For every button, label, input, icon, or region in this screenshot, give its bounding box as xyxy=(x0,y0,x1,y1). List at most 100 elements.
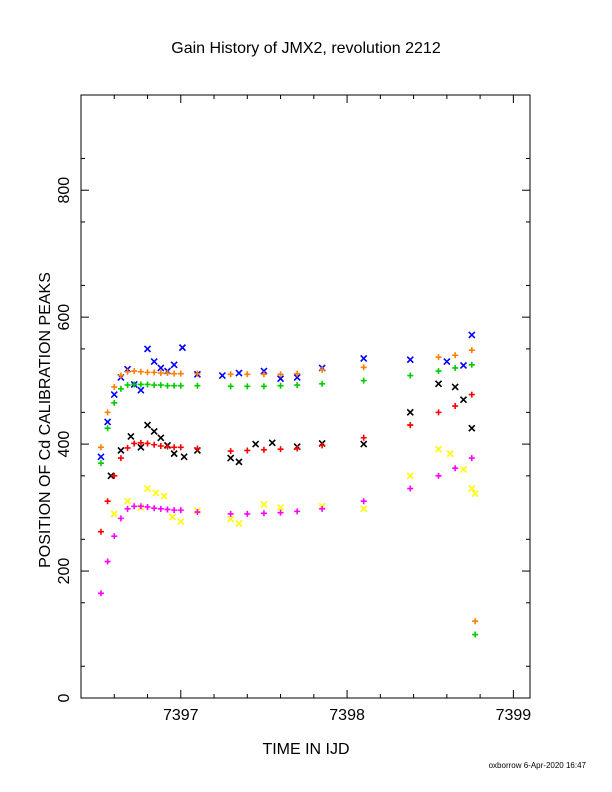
y-tick-label: 200 xyxy=(56,558,73,585)
data-point xyxy=(319,380,326,387)
data-point xyxy=(152,489,160,497)
data-point xyxy=(137,386,145,394)
data-point xyxy=(227,383,234,390)
data-point xyxy=(244,447,251,454)
data-point xyxy=(260,367,268,375)
data-point xyxy=(164,443,171,450)
data-point xyxy=(434,445,443,453)
data-point xyxy=(468,361,475,368)
data-point xyxy=(170,361,178,369)
data-point xyxy=(268,439,276,447)
data-point xyxy=(360,505,368,513)
data-point xyxy=(97,453,105,461)
data-point xyxy=(150,427,158,435)
data-point xyxy=(194,445,201,452)
data-point xyxy=(244,383,251,390)
data-point xyxy=(171,444,178,451)
data-point xyxy=(468,391,475,398)
data-point xyxy=(435,472,442,479)
data-point xyxy=(227,371,234,378)
data-point xyxy=(111,533,118,540)
data-point xyxy=(104,418,112,426)
data-point xyxy=(137,503,144,510)
data-point xyxy=(446,450,454,458)
data-point xyxy=(451,383,459,391)
data-point xyxy=(319,366,326,373)
data-point xyxy=(123,497,132,505)
data-point xyxy=(434,380,443,388)
data-point xyxy=(407,422,414,429)
data-point xyxy=(260,510,267,517)
data-point xyxy=(360,377,367,384)
data-point xyxy=(157,434,165,442)
data-point xyxy=(104,425,111,432)
data-point xyxy=(110,391,118,399)
x-tick-label: 7397 xyxy=(163,707,199,724)
footer-stamp: oxborrow 6-Apr-2020 16:47 xyxy=(489,761,587,770)
data-point xyxy=(170,450,178,458)
data-point xyxy=(124,382,131,389)
data-point xyxy=(177,382,184,389)
y-tick-label: 600 xyxy=(56,304,73,331)
y-axis-label: POSITION OF Cd CALIBRATION PEAKS xyxy=(37,272,54,568)
data-point xyxy=(443,358,451,366)
data-point xyxy=(157,364,165,372)
data-point xyxy=(452,465,459,472)
data-point xyxy=(178,344,187,352)
data-point xyxy=(157,443,164,450)
data-point xyxy=(131,381,138,388)
data-point xyxy=(406,408,414,416)
data-point xyxy=(452,352,459,359)
data-point xyxy=(468,455,475,462)
data-point xyxy=(180,453,188,461)
data-point xyxy=(143,421,152,429)
data-point xyxy=(468,424,476,432)
data-point xyxy=(164,506,171,513)
data-point xyxy=(110,510,118,518)
data-point xyxy=(143,345,152,353)
data-point xyxy=(276,504,285,512)
y-tick-label: 400 xyxy=(56,431,73,458)
data-point xyxy=(452,403,459,410)
data-point xyxy=(97,528,104,535)
data-point xyxy=(171,507,178,514)
data-point xyxy=(360,440,368,448)
data-point xyxy=(127,432,135,441)
data-point xyxy=(244,371,251,378)
data-point xyxy=(177,507,184,514)
data-point xyxy=(277,446,284,453)
data-point xyxy=(227,510,234,517)
data-point xyxy=(277,509,284,516)
data-point xyxy=(97,590,104,597)
data-point xyxy=(406,356,414,364)
data-point xyxy=(164,382,171,389)
data-point xyxy=(360,498,367,505)
data-point xyxy=(227,515,235,523)
data-point xyxy=(97,444,104,451)
data-point xyxy=(144,369,151,376)
data-point xyxy=(468,484,476,493)
data-point xyxy=(277,382,284,389)
y-tick-label: 0 xyxy=(56,693,73,702)
data-point xyxy=(151,382,158,389)
data-point xyxy=(260,500,268,508)
data-point xyxy=(194,509,201,516)
data-point xyxy=(252,440,260,448)
data-point xyxy=(472,631,479,638)
data-point xyxy=(168,513,177,521)
data-point xyxy=(131,368,138,375)
data-point xyxy=(194,370,201,377)
data-point xyxy=(360,354,368,362)
data-point xyxy=(294,445,301,452)
data-point xyxy=(124,368,131,375)
data-point xyxy=(360,434,367,441)
data-point xyxy=(407,485,414,492)
data-point xyxy=(111,399,118,406)
data-point xyxy=(164,370,171,377)
data-point xyxy=(177,517,185,526)
data-point xyxy=(260,383,267,390)
data-point xyxy=(111,383,118,390)
data-point xyxy=(471,490,479,498)
data-point xyxy=(244,510,251,517)
